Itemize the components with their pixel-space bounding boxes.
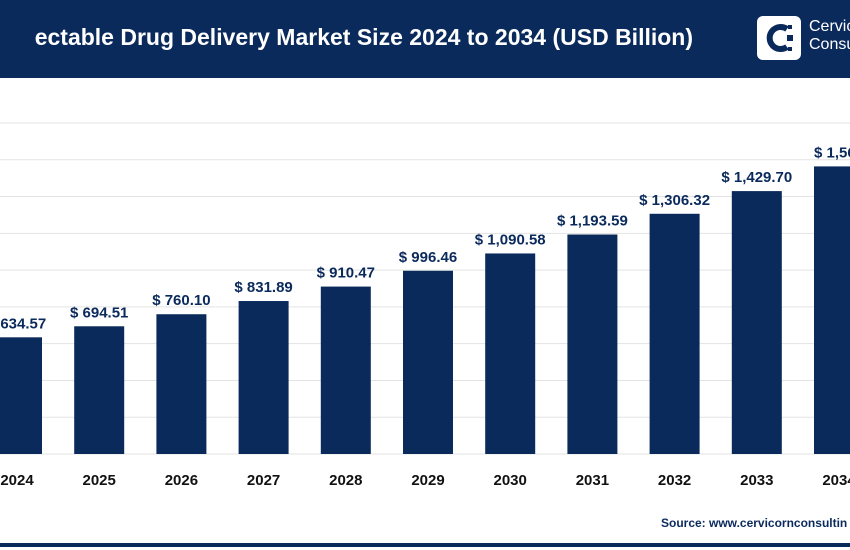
- x-tick-2029: 2029: [411, 472, 444, 489]
- bar-2033: [731, 191, 782, 454]
- data-label-2024: $ 634.57: [0, 315, 46, 332]
- header-banner: ectable Drug Delivery Market Size 2024 t…: [0, 0, 850, 78]
- x-tick-2028: 2028: [329, 472, 362, 489]
- chart-title: ectable Drug Delivery Market Size 2024 t…: [34, 24, 693, 50]
- data-label-2027: $ 831.89: [234, 279, 292, 296]
- x-tick-2032: 2032: [658, 472, 691, 489]
- bar-2026: [156, 314, 207, 454]
- bar-chart: $ 634.57 2024 $ 694.51 2025 $ 760.10 2026 $ 83…: [0, 122, 850, 489]
- logo-text: Cervic Consu: [809, 18, 850, 54]
- bar-2028: [320, 286, 371, 454]
- logo-line-1: Cervic: [809, 18, 850, 35]
- x-tick-2026: 2026: [165, 472, 198, 489]
- x-tick-2034: 2034: [822, 472, 850, 489]
- data-label-2031: $ 1,193.59: [557, 213, 628, 230]
- bar-2027: [238, 301, 289, 454]
- data-label-2030: $ 1,090.58: [475, 231, 546, 248]
- x-tick-2030: 2030: [494, 472, 527, 489]
- x-tick-2027: 2027: [247, 472, 280, 489]
- logo-line-2: Consu: [809, 36, 850, 53]
- data-label-2026: $ 760.10: [152, 292, 210, 309]
- data-label-2028: $ 910.47: [317, 265, 375, 282]
- bar-2024: [0, 337, 42, 454]
- bar-2025: [74, 326, 125, 454]
- x-tick-2033: 2033: [740, 472, 773, 489]
- bar-2032: [649, 213, 700, 454]
- bottom-divider: [0, 543, 850, 547]
- x-tick-2031: 2031: [576, 472, 609, 489]
- bar-2030: [485, 253, 536, 454]
- data-label-2032: $ 1,306.32: [639, 192, 710, 209]
- data-label-2029: $ 996.46: [399, 249, 457, 266]
- chart-title-container: ectable Drug Delivery Market Size 2024 t…: [0, 0, 740, 78]
- source-note: Source: www.cervicornconsultin: [661, 516, 848, 530]
- x-tick-2025: 2025: [83, 472, 116, 489]
- data-label-2034: $ 1,564: [814, 144, 850, 161]
- data-label-2033: $ 1,429.70: [721, 169, 792, 186]
- logo-mark-icon: [757, 16, 801, 60]
- bar-2034: [814, 166, 850, 455]
- brand-logo: Cervic Consu: [757, 12, 850, 64]
- x-tick-2024: 2024: [0, 472, 34, 489]
- bar-2031: [567, 234, 618, 454]
- data-label-2025: $ 694.51: [70, 304, 128, 321]
- bar-2029: [403, 270, 453, 454]
